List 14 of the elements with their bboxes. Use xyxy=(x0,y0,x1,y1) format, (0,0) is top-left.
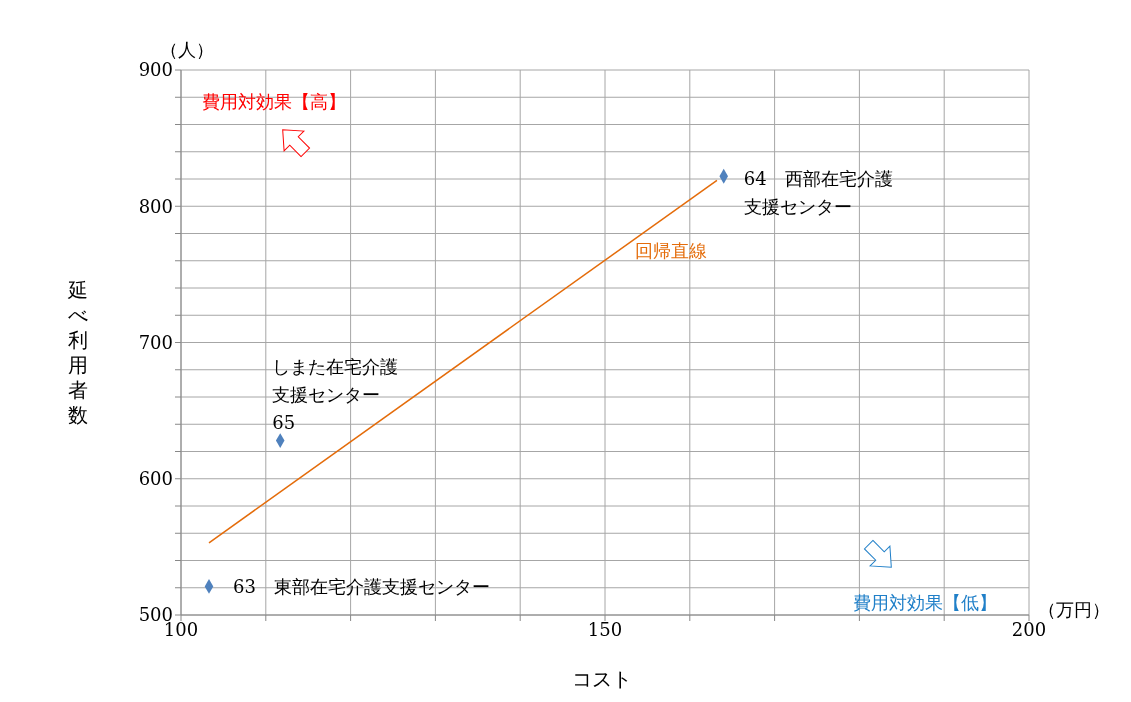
x-tick-label: 150 xyxy=(587,618,623,640)
annotation: 費用対効果【高】 xyxy=(202,90,346,114)
y-tick-label: 700 xyxy=(138,331,173,353)
x-axis-title: コスト xyxy=(571,666,633,693)
annotation: しまた在宅介護支援センター65 xyxy=(272,355,399,433)
annotation: 費用対効果【低】 xyxy=(853,591,997,615)
annotation: 64 西部在宅介護支援センター xyxy=(743,168,893,218)
y-tick-label: 600 xyxy=(138,468,173,490)
y-axis-title: 延べ利用者数 xyxy=(67,278,89,428)
y-tick-label: 800 xyxy=(138,195,173,217)
y-tick-label: 900 xyxy=(138,59,173,81)
annotation: 回帰直線 xyxy=(635,239,707,263)
text: （人） xyxy=(160,38,214,62)
annotation: 63 東部在宅介護支援センター xyxy=(232,576,490,598)
